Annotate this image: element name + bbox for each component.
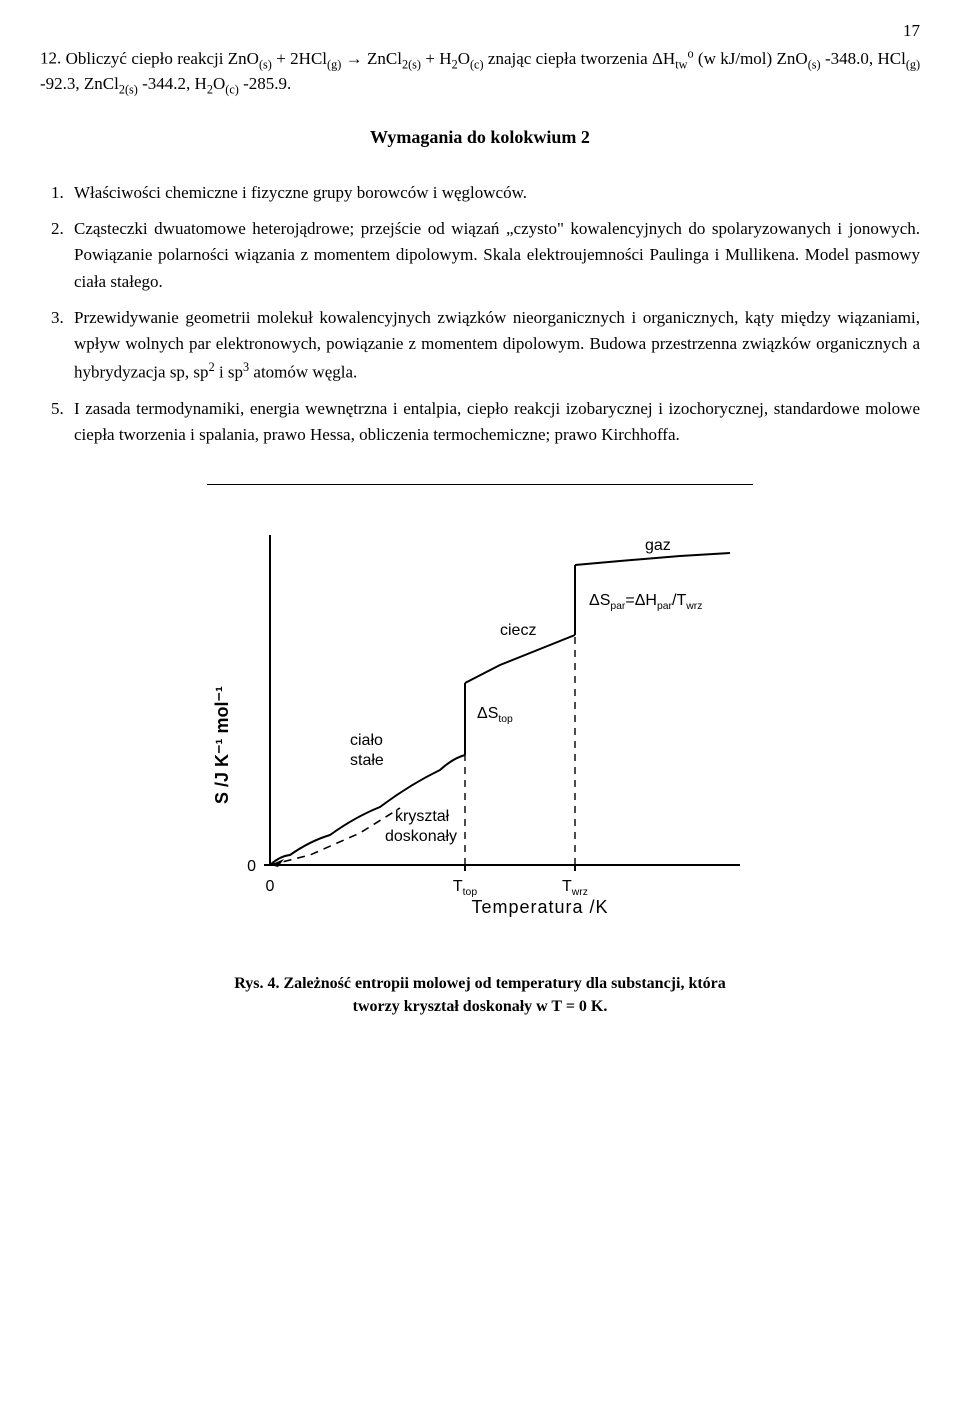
svg-text:Ttop: Ttop — [453, 878, 477, 898]
figure-caption: Rys. 4. Zależność entropii molowej od te… — [40, 973, 920, 1018]
problem-number: 12. — [40, 49, 61, 68]
svg-text:0: 0 — [247, 858, 256, 875]
svg-text:gaz: gaz — [645, 537, 671, 554]
svg-text:0: 0 — [266, 878, 275, 895]
section-divider — [207, 484, 753, 485]
svg-text:ciecz: ciecz — [500, 622, 536, 639]
requirement-item: I zasada termodynamiki, energia wewnętrz… — [68, 396, 920, 449]
svg-text:doskonały: doskonały — [385, 828, 457, 845]
problem-text: Obliczyć ciepło reakcji ZnO(s) + 2HCl(g)… — [40, 49, 920, 93]
problem-12: 12. Obliczyć ciepło reakcji ZnO(s) + 2HC… — [40, 45, 920, 97]
svg-text:Temperatura /K: Temperatura /K — [471, 897, 608, 917]
page-number: 17 — [40, 20, 920, 43]
svg-text:ciało: ciało — [350, 732, 383, 749]
requirement-item: Właściwości chemiczne i fizyczne grupy b… — [68, 180, 920, 206]
svg-text:ΔStop: ΔStop — [477, 705, 513, 725]
svg-text:ΔSpar=ΔHpar/Twrz: ΔSpar=ΔHpar/Twrz — [589, 592, 702, 612]
requirement-item: Przewidywanie geometrii molekuł kowalenc… — [68, 305, 920, 386]
svg-text:Twrz: Twrz — [562, 878, 588, 898]
svg-text:kryształ: kryształ — [395, 808, 450, 825]
svg-text:stałe: stałe — [350, 752, 384, 769]
section-title: Wymagania do kolokwium 2 — [40, 125, 920, 149]
entropy-chart: 00 Ttop TwrzTemperatura /K S /J K⁻¹ mol⁻¹ ga… — [160, 525, 800, 945]
svg-text:S /J K⁻¹ mol⁻¹: S /J K⁻¹ mol⁻¹ — [212, 686, 232, 804]
requirements-list: Właściwości chemiczne i fizyczne grupy b… — [40, 180, 920, 449]
requirement-item: Cząsteczki dwuatomowe heterojądrowe; prz… — [68, 216, 920, 295]
